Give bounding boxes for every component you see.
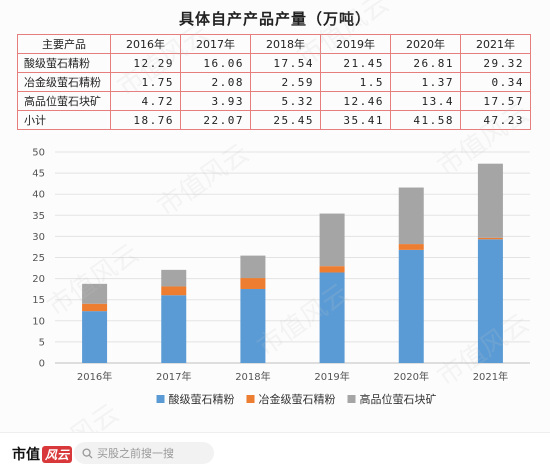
table-row: 冶金级萤石精粉 1.75 2.08 2.59 1.5 1.37 0.34: [17, 72, 531, 92]
y-tick-label: 10: [32, 316, 45, 327]
legend-swatch: [156, 395, 165, 403]
table-cell: 3.93: [180, 91, 251, 111]
bar-segment: [398, 244, 424, 250]
table-cell: 21.45: [320, 53, 391, 73]
table-cell: 22.07: [180, 110, 251, 130]
y-tick-label: 20: [32, 274, 45, 285]
x-tick-label: 2020年: [394, 370, 429, 383]
table-cell: 4.72: [110, 91, 181, 111]
y-tick-label: 35: [32, 211, 45, 222]
table-cell: 12.29: [110, 53, 181, 73]
bar-segment: [82, 303, 108, 312]
bar-segment: [477, 239, 503, 363]
table-row: 酸级萤石精粉 12.29 16.06 17.54 21.45 26.81 29.…: [17, 53, 531, 73]
y-tick-label: 40: [32, 190, 45, 201]
table-title: 具体自产产品产量（万吨）: [178, 10, 371, 28]
y-tick-label: 45: [32, 169, 45, 180]
x-tick-label: 2016年: [77, 370, 112, 383]
bar-segment: [398, 187, 424, 245]
search-placeholder: 买股之前搜一搜: [97, 447, 174, 460]
header-cell: 2021年: [460, 34, 531, 54]
x-tick-label: 2018年: [235, 370, 270, 383]
table-cell: 1.75: [110, 72, 181, 92]
bar-segment: [161, 295, 187, 363]
table-cell: 1.5: [320, 72, 391, 92]
bar-segment: [477, 163, 503, 238]
bar-segment: [161, 269, 187, 287]
legend-swatch: [246, 395, 255, 403]
table-cell: 16.06: [180, 53, 251, 73]
y-tick-label: 25: [32, 253, 45, 264]
table-cell: 17.57: [460, 91, 531, 111]
bar-segment: [319, 272, 345, 363]
table-cell: 41.58: [390, 110, 461, 130]
row-label: 小计: [17, 110, 111, 130]
bar-segment: [240, 278, 266, 289]
table-cell: 13.4: [390, 91, 461, 111]
row-label: 冶金级萤石精粉: [17, 72, 111, 92]
table-cell: 1.37: [390, 72, 461, 92]
table-cell: 26.81: [390, 53, 461, 73]
brand-mark: 风云: [42, 446, 73, 463]
table-cell: 2.08: [180, 72, 251, 92]
table-cell: 29.32: [460, 53, 531, 73]
bar-segment: [82, 283, 108, 304]
footer-bar: 市值 风云 买股之前搜一搜: [0, 432, 550, 473]
table-cell: 2.59: [250, 72, 321, 92]
bar-segment: [240, 288, 266, 363]
bar-segment: [319, 266, 345, 273]
x-tick-label: 2021年: [473, 370, 508, 383]
header-cell: 2018年: [250, 34, 321, 54]
y-tick-label: 5: [39, 337, 45, 348]
legend-label: 酸级萤石精粉: [169, 392, 235, 406]
y-tick-label: 30: [32, 232, 45, 243]
chart-figure: 具体自产产品产量（万吨） 主要产品 2016年 2017年 2018年 2019…: [17, 10, 531, 406]
table-cell: 5.32: [250, 91, 321, 111]
table-cell: 35.41: [320, 110, 391, 130]
bar-segment: [477, 237, 503, 240]
table-row: 高品位萤石块矿 4.72 3.93 5.32 12.46 13.4 17.57: [17, 91, 531, 111]
legend-swatch: [347, 395, 356, 403]
table-cell: 47.23: [460, 110, 531, 130]
stacked-bar-chart: 0 5 10 15 20 25 30 35 40 45 50 2016年 2017年 2018年 2019年…: [32, 148, 530, 406]
row-label: 酸级萤石精粉: [17, 53, 111, 73]
brand-logo[interactable]: 市值 风云: [12, 444, 73, 464]
table-cell: 17.54: [250, 53, 321, 73]
table-cell: 25.45: [250, 110, 321, 130]
bar-segment: [82, 311, 108, 363]
bar-segment: [398, 249, 424, 363]
y-tick-label: 0: [39, 359, 45, 370]
header-cell: 2016年: [110, 34, 181, 54]
bar-segment: [161, 286, 187, 296]
search-input[interactable]: 买股之前搜一搜: [74, 442, 214, 464]
x-tick-label: 2019年: [314, 370, 349, 383]
header-cell: 2020年: [390, 34, 461, 54]
bar-segment: [319, 213, 345, 267]
data-table: 主要产品 2016年 2017年 2018年 2019年 2020年 2021年…: [17, 34, 531, 130]
legend-label: 高品位萤石块矿: [360, 392, 437, 406]
brand-name: 市值: [12, 447, 40, 463]
y-tick-label: 50: [32, 148, 45, 159]
search-icon: [82, 447, 93, 459]
table-cell: 18.76: [110, 110, 181, 130]
y-tick-label: 15: [32, 295, 45, 306]
table-header-row: 主要产品 2016年 2017年 2018年 2019年 2020年 2021年: [17, 34, 531, 54]
bar-segment: [240, 255, 266, 279]
legend-label: 冶金级萤石精粉: [259, 392, 336, 406]
header-cell: 主要产品: [17, 34, 111, 54]
header-cell: 2017年: [180, 34, 251, 54]
table-cell: 12.46: [320, 91, 391, 111]
x-tick-label: 2017年: [156, 370, 191, 383]
table-cell: 0.34: [460, 72, 531, 92]
row-label: 高品位萤石块矿: [17, 91, 111, 111]
header-cell: 2019年: [320, 34, 391, 54]
table-row: 小计 18.76 22.07 25.45 35.41 41.58 47.23: [17, 110, 531, 130]
